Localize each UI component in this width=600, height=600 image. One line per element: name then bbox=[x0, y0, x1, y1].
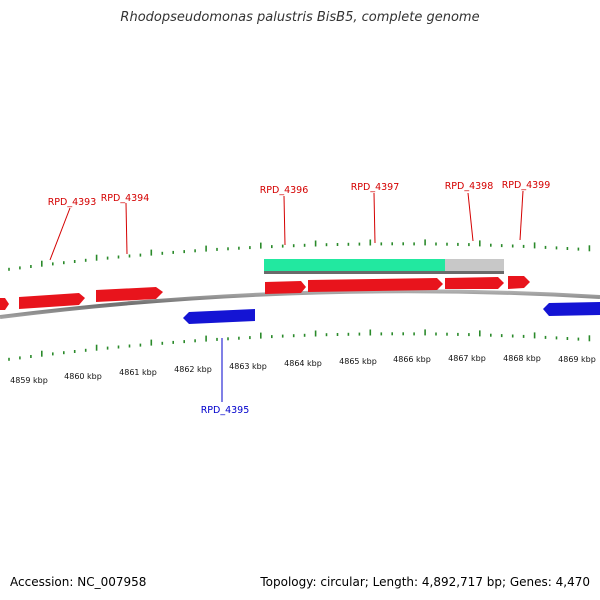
gene-label-rpd-4395: RPD_4395 bbox=[201, 405, 250, 416]
gene-label-rpd-4394: RPD_4394 bbox=[101, 193, 150, 204]
coverage-bar-empty bbox=[445, 259, 504, 271]
forward-genes bbox=[0, 276, 530, 310]
gene-labels: RPD_4393 RPD_4394 RPD_4396 RPD_4397 RPD_… bbox=[48, 180, 551, 416]
map-title: Rhodopseudomonas palustris BisB5, comple… bbox=[120, 10, 480, 25]
gene-arrow-rpd-4395 bbox=[183, 309, 255, 324]
coverage-bar-filled bbox=[264, 259, 445, 271]
kbp-label-4861: 4861 kbp bbox=[119, 368, 157, 377]
kbp-label-4869: 4869 kbp bbox=[558, 355, 596, 364]
bottom-tick-track bbox=[8, 329, 591, 361]
gene-label-rpd-4396: RPD_4396 bbox=[260, 185, 309, 196]
gene-arrow-rpd-4397 bbox=[308, 278, 443, 292]
gene-arrow-partial-right bbox=[543, 302, 600, 316]
coverage-bar bbox=[264, 259, 504, 274]
gene-label-rpd-4398: RPD_4398 bbox=[445, 181, 494, 192]
gene-label-rpd-4397: RPD_4397 bbox=[351, 182, 400, 193]
leader-rpd-4393 bbox=[49, 207, 71, 261]
leader-rpd-4396 bbox=[283, 195, 286, 246]
reverse-genes bbox=[183, 302, 600, 324]
genome-backbone bbox=[0, 289, 600, 319]
kbp-label-4866: 4866 kbp bbox=[393, 355, 431, 364]
kbp-label-4860: 4860 kbp bbox=[64, 372, 102, 381]
kbp-label-4859: 4859 kbp bbox=[10, 376, 48, 385]
gene-arrow-rpd-4399 bbox=[508, 276, 530, 289]
kbp-label-4868: 4868 kbp bbox=[503, 354, 541, 363]
kbp-label-4862: 4862 kbp bbox=[174, 365, 212, 374]
kbp-label-4863: 4863 kbp bbox=[229, 362, 267, 371]
leader-rpd-4394 bbox=[125, 202, 128, 255]
gene-arrow-rpd-4393 bbox=[19, 293, 85, 309]
gene-label-leaders bbox=[49, 190, 524, 402]
kbp-label-4867: 4867 kbp bbox=[448, 354, 486, 363]
kbp-scale-labels: 4859 kbp 4860 kbp 4861 kbp 4862 kbp 4863… bbox=[10, 354, 596, 385]
leader-rpd-4399 bbox=[519, 190, 524, 241]
gene-arrow-partial-left bbox=[0, 298, 9, 310]
gene-label-rpd-4393: RPD_4393 bbox=[48, 197, 97, 208]
leader-rpd-4397 bbox=[373, 192, 376, 244]
kbp-label-4865: 4865 kbp bbox=[339, 357, 377, 366]
top-tick-track bbox=[8, 239, 591, 271]
gene-arrow-rpd-4394 bbox=[96, 287, 163, 302]
coverage-bar-shadow bbox=[264, 271, 504, 274]
accession-text: Accession: NC_007958 bbox=[10, 575, 147, 589]
topology-text: Topology: circular; Length: 4,892,717 bp… bbox=[260, 575, 590, 589]
kbp-label-4864: 4864 kbp bbox=[284, 359, 322, 368]
gene-label-rpd-4399: RPD_4399 bbox=[502, 180, 551, 191]
gene-arrow-rpd-4396 bbox=[265, 281, 306, 294]
gene-arrow-rpd-4398 bbox=[445, 277, 504, 289]
leader-rpd-4398 bbox=[467, 192, 474, 242]
